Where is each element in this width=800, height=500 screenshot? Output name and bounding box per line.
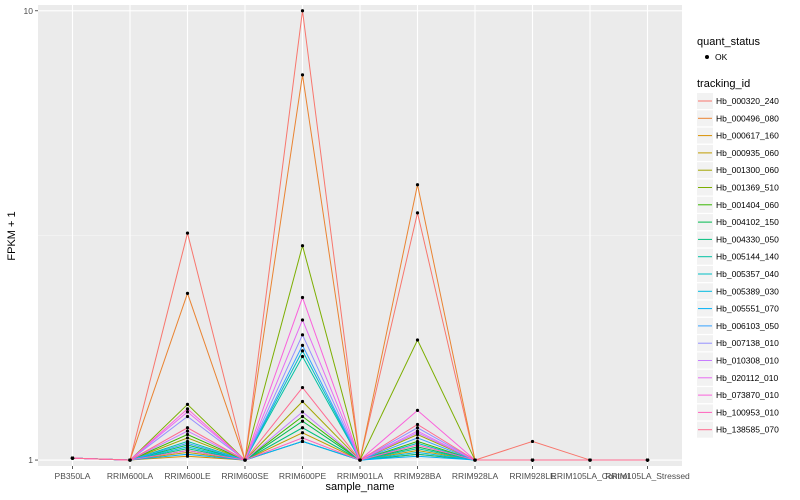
data-point [358, 458, 362, 462]
data-point [300, 295, 305, 300]
y-tick-label: 10 [24, 6, 34, 16]
data-point [185, 432, 190, 437]
legend: quant_status OK tracking_id Hb_000320_24… [697, 36, 779, 438]
data-points [70, 9, 650, 462]
y-axis-title: FPKM + 1 [6, 211, 18, 260]
data-point [300, 414, 305, 419]
data-point [128, 458, 132, 462]
legend-label: Hb_004102_150 [716, 217, 779, 227]
legend-tracking-title: tracking_id [697, 78, 750, 90]
data-point [185, 445, 190, 449]
data-point [185, 436, 190, 440]
data-point [415, 450, 420, 455]
data-point [185, 291, 190, 295]
data-point [300, 436, 305, 440]
x-axis-title: sample_name [325, 481, 394, 493]
legend-label: Hb_100953_010 [716, 407, 779, 417]
legend-label: Hb_007138_010 [716, 338, 779, 348]
x-tick-label: RRIM928BA [394, 471, 442, 481]
data-point [415, 183, 420, 187]
legend-quant-title: quant_status [697, 36, 760, 48]
legend-label: Hb_000617_160 [716, 131, 779, 141]
data-point [300, 333, 305, 337]
x-tick-label: RRIM600LE [164, 471, 211, 481]
data-point [185, 429, 190, 433]
data-point [185, 407, 190, 411]
data-point [300, 385, 305, 390]
x-tick-label: PB350LA [55, 471, 91, 481]
data-point [415, 338, 420, 342]
legend-label: Hb_005551_070 [716, 304, 779, 314]
legend-label: Hb_000935_060 [716, 148, 779, 158]
data-point [185, 448, 190, 453]
legend-quant-label: OK [715, 52, 728, 62]
data-point [415, 436, 420, 440]
legend-label: Hb_000320_240 [716, 96, 779, 106]
legend-label: Hb_138585_070 [716, 425, 779, 435]
data-point [243, 458, 247, 462]
x-tick-label: RRIM105LA_Control [551, 471, 630, 481]
legend-label: Hb_001369_510 [716, 183, 779, 193]
legend-label: Hb_000496_080 [716, 113, 779, 123]
legend-label: Hb_005357_040 [716, 269, 779, 279]
grid-lines [38, 5, 682, 466]
data-point [645, 458, 650, 462]
data-point [415, 426, 420, 430]
legend-label: Hb_020112_010 [716, 373, 779, 383]
data-point [300, 349, 305, 353]
x-tick-label: RRIM901LA [337, 471, 384, 481]
data-point [300, 410, 305, 414]
data-point [300, 399, 305, 404]
data-point [530, 458, 535, 462]
x-tick-label: RRIM105LA_Stressed [605, 471, 690, 481]
legend-label: Hb_010308_010 [716, 356, 779, 366]
legend-label: Hb_005389_030 [716, 286, 779, 296]
data-point [185, 410, 190, 414]
data-point [300, 431, 305, 435]
legend-label: Hb_001300_060 [716, 165, 779, 175]
data-point [300, 318, 305, 322]
data-point [415, 443, 420, 447]
data-point [300, 439, 305, 444]
data-point [300, 354, 305, 359]
x-tick-label: RRIM600PE [279, 471, 327, 481]
data-point [300, 73, 305, 77]
data-point [415, 447, 420, 451]
data-point [300, 244, 305, 248]
legend-label: Hb_073870_010 [716, 390, 779, 400]
data-point [185, 231, 190, 235]
legend-label: Hb_001404_060 [716, 200, 779, 210]
data-point [415, 422, 420, 427]
x-axis: PB350LA RRIM600LA RRIM600LE RRIM600SE RRIM60… [55, 466, 690, 481]
data-point [185, 402, 190, 407]
legend-label: Hb_006103_050 [716, 321, 779, 331]
data-point [415, 454, 420, 458]
data-point [185, 441, 190, 445]
data-point [300, 426, 305, 430]
data-point [185, 414, 190, 419]
x-tick-label: RRIM600SE [221, 471, 269, 481]
x-tick-label: RRIM600LA [107, 471, 154, 481]
legend-quant-key [705, 55, 709, 59]
x-tick-label: RRIM928LE [509, 471, 556, 481]
data-point [185, 426, 190, 430]
data-point [530, 439, 535, 444]
y-tick-label: 1 [28, 455, 33, 465]
data-point [473, 458, 477, 462]
y-axis: 1 10 [24, 6, 38, 465]
data-point [415, 211, 420, 215]
legend-label: Hb_005144_140 [716, 252, 779, 262]
data-point [415, 408, 420, 412]
data-point [588, 458, 592, 462]
data-point [415, 429, 420, 433]
x-tick-label: RRIM928LA [452, 471, 499, 481]
legend-items: Hb_000320_240 Hb_000496_080 Hb_000617_160 H… [697, 93, 779, 438]
data-point [300, 9, 305, 13]
data-point [70, 456, 75, 460]
data-point [300, 343, 305, 347]
data-point [300, 419, 305, 423]
data-point [185, 452, 190, 456]
legend-label: Hb_004330_050 [716, 234, 779, 244]
